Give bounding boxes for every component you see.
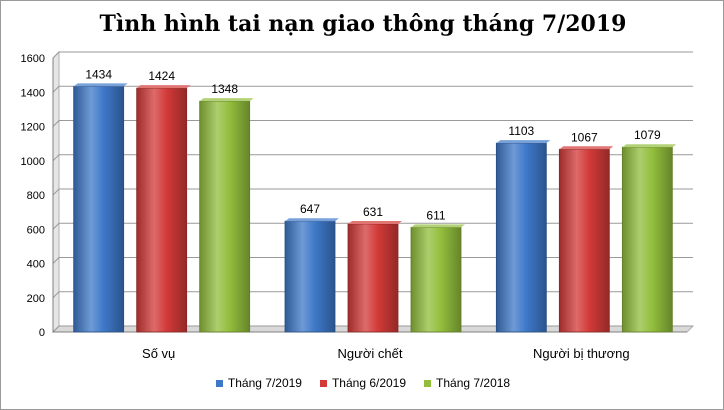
gridline xyxy=(52,51,693,59)
legend-item: Tháng 7/2018 xyxy=(424,376,510,390)
y-tick-label: 600 xyxy=(27,224,45,236)
bar-top xyxy=(622,144,677,148)
legend-item: Tháng 6/2019 xyxy=(319,376,407,390)
bar-top xyxy=(136,85,191,89)
bar xyxy=(558,148,610,333)
data-label: 1079 xyxy=(634,128,661,142)
bar xyxy=(347,223,399,333)
data-label: 1348 xyxy=(211,82,238,96)
bar xyxy=(73,86,125,333)
data-label: 631 xyxy=(363,205,383,219)
bar-top xyxy=(559,146,614,150)
data-label: 1424 xyxy=(148,69,175,83)
y-tick-label: 800 xyxy=(27,190,45,202)
legend: Tháng 7/2019 Tháng 6/2019 Tháng 7/2018 xyxy=(1,376,724,390)
data-label: 611 xyxy=(426,208,445,222)
data-label: 647 xyxy=(300,202,320,216)
y-tick-label: 1600 xyxy=(21,53,45,65)
data-label: 1067 xyxy=(571,130,598,144)
chart-title: Tình hình tai nạn giao thông tháng 7/201… xyxy=(99,11,627,37)
legend-swatch xyxy=(319,379,327,387)
bar xyxy=(410,226,462,333)
bar xyxy=(284,220,336,333)
legend-label: Tháng 7/2018 xyxy=(436,376,511,390)
legend-swatch xyxy=(424,379,432,387)
data-label: 1103 xyxy=(508,124,534,138)
gridline xyxy=(52,154,693,162)
gridline xyxy=(52,120,693,127)
bar xyxy=(199,100,251,333)
y-tick-label: 200 xyxy=(27,293,45,305)
y-tick-label: 1400 xyxy=(21,87,45,99)
legend-label: Tháng 6/2019 xyxy=(331,376,407,390)
bar-top xyxy=(496,140,551,144)
gridline xyxy=(52,222,693,230)
gridline xyxy=(52,325,693,333)
legend-item: Tháng 7/2019 xyxy=(215,376,302,390)
bar-top xyxy=(73,83,128,87)
gridline xyxy=(52,188,693,196)
category-label: Số vụ xyxy=(142,346,175,361)
legend-label: Tháng 7/2019 xyxy=(227,376,302,390)
bar-top xyxy=(348,220,402,224)
bar-top xyxy=(199,98,254,102)
bar xyxy=(621,146,673,333)
bar-top xyxy=(285,218,339,222)
gridline xyxy=(52,257,693,264)
data-label: 1434 xyxy=(85,67,112,81)
gridline xyxy=(52,85,693,93)
gridline xyxy=(52,291,693,299)
bar-top xyxy=(411,224,465,228)
y-tick-label: 0 xyxy=(39,327,45,339)
bar xyxy=(495,142,547,333)
category-label: Người bị thương xyxy=(533,346,630,361)
category-label: Người chết xyxy=(338,346,403,361)
y-tick-label: 1200 xyxy=(21,122,45,134)
y-tick-label: 1000 xyxy=(21,156,45,168)
legend-swatch xyxy=(215,379,223,387)
y-tick-label: 400 xyxy=(27,259,45,271)
bar xyxy=(136,87,188,333)
